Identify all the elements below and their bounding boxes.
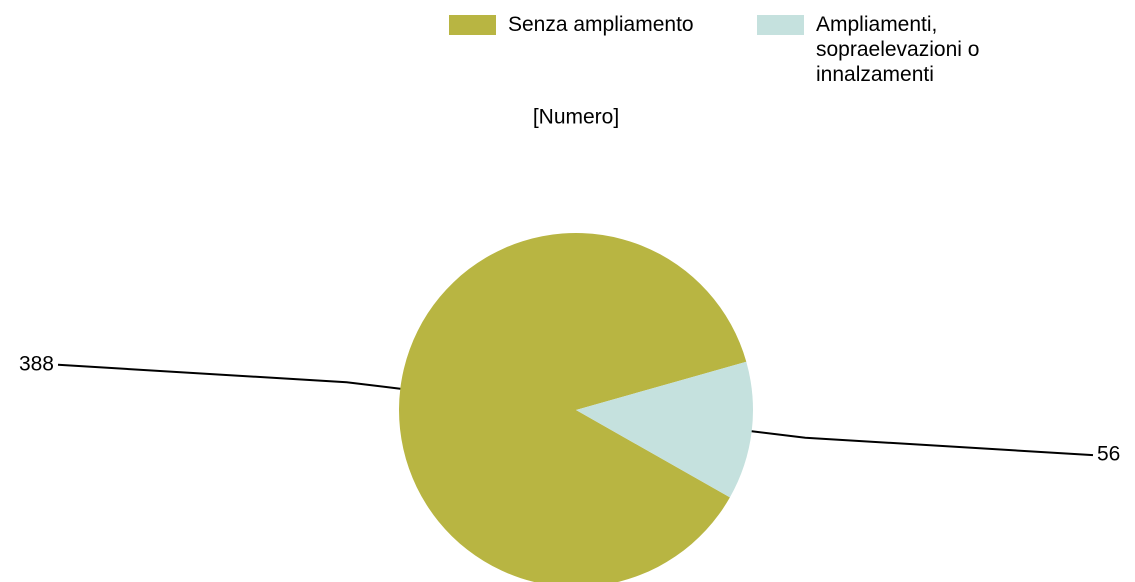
legend-swatch <box>757 15 804 35</box>
legend-label: Ampliamenti, sopraelevazioni o innalzame… <box>816 13 980 86</box>
legend-item: Ampliamenti, sopraelevazioni o innalzame… <box>757 12 1087 87</box>
pie-slice <box>399 233 747 582</box>
legend-swatch <box>449 15 496 35</box>
leader-line <box>750 430 1094 457</box>
pie-slice <box>576 361 753 498</box>
legend-label: Senza ampliamento <box>508 13 694 36</box>
legend-item: Senza ampliamento <box>449 12 749 37</box>
data-label: 56 <box>1097 443 1120 466</box>
data-label: 388 <box>19 352 54 375</box>
chart-title: [Numero] <box>533 106 619 129</box>
leader-line <box>57 363 402 390</box>
